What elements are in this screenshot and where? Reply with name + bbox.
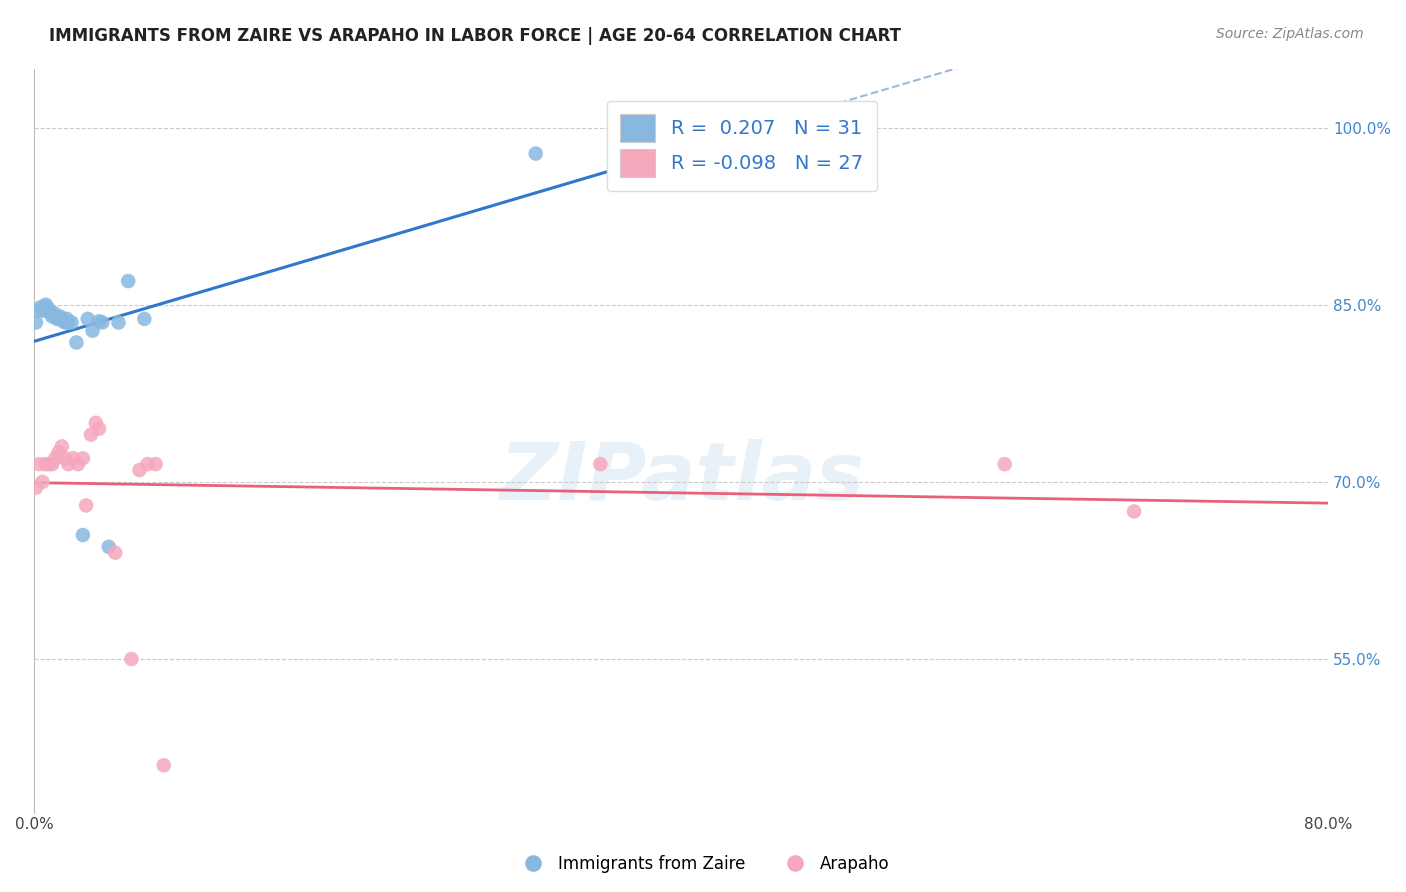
Point [72, 528, 94, 542]
Point [31, 475, 53, 489]
Point [39, 306, 62, 320]
Point [44, 310, 66, 324]
Point [41, 457, 63, 471]
Point [80, 427, 103, 442]
Point [87, 314, 110, 328]
Point [60, 315, 83, 329]
Legend: Immigrants from Zaire, Arapaho: Immigrants from Zaire, Arapaho [509, 848, 897, 880]
Point [51, 439, 73, 453]
Point [35, 298, 58, 312]
Point [120, 652, 142, 666]
Point [62, 451, 84, 466]
Point [37, 300, 59, 314]
Point [35, 457, 58, 471]
Point [52, 314, 75, 328]
Point [25, 315, 48, 329]
Point [87, 422, 110, 436]
Point [134, 311, 156, 326]
Point [82, 324, 104, 338]
Point [117, 274, 139, 288]
Point [32, 303, 55, 318]
Point [51, 311, 73, 326]
Point [38, 457, 60, 471]
Point [53, 451, 76, 466]
Text: IMMIGRANTS FROM ZAIRE VS ARAPAHO IN LABOR FORCE | AGE 20-64 CORRELATION CHART: IMMIGRANTS FROM ZAIRE VS ARAPAHO IN LABO… [49, 27, 901, 45]
Point [128, 463, 150, 477]
Point [145, 457, 167, 471]
Point [49, 310, 72, 324]
Point [91, 315, 114, 329]
Point [994, 457, 1017, 471]
Point [75, 499, 97, 513]
Point [28, 457, 51, 471]
Point [48, 311, 70, 326]
Point [46, 311, 69, 326]
Point [28, 303, 51, 318]
Point [41, 310, 63, 324]
Point [65, 335, 87, 350]
Legend: R =  0.207   N = 31, R = -0.098   N = 27: R = 0.207 N = 31, R = -0.098 N = 27 [607, 101, 877, 191]
Point [152, 758, 174, 772]
Point [524, 146, 547, 161]
Point [136, 457, 159, 471]
Point [1123, 504, 1146, 518]
Point [97, 540, 120, 554]
Point [107, 315, 129, 329]
Point [48, 445, 70, 459]
Point [38, 303, 60, 318]
Point [84, 416, 107, 430]
Point [42, 306, 65, 320]
Point [25, 481, 48, 495]
Text: Source: ZipAtlas.com: Source: ZipAtlas.com [1216, 27, 1364, 41]
Point [30, 300, 52, 314]
Point [58, 315, 80, 329]
Text: ZIPatlas: ZIPatlas [499, 439, 863, 516]
Point [53, 315, 76, 329]
Point [67, 457, 90, 471]
Point [76, 311, 98, 326]
Point [44, 451, 66, 466]
Point [104, 546, 127, 560]
Point [58, 457, 80, 471]
Point [55, 311, 77, 326]
Point [72, 451, 94, 466]
Point [589, 457, 612, 471]
